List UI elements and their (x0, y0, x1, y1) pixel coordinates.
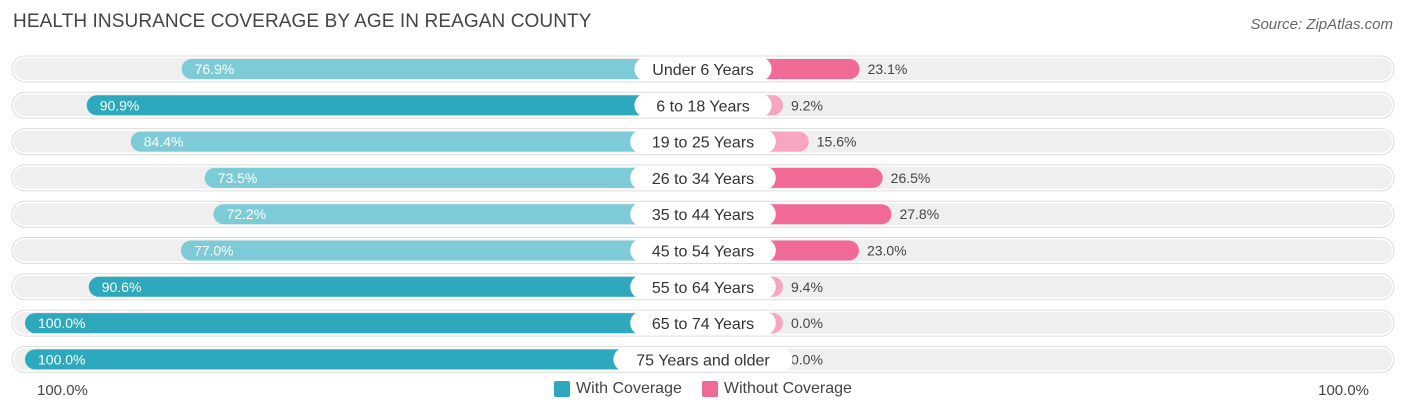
category-pill (630, 311, 776, 336)
label-with-coverage: 72.2% (226, 206, 266, 222)
label-with-coverage: 73.5% (218, 170, 258, 186)
bar-with-coverage (88, 276, 704, 297)
label-without-coverage: 0.0% (791, 351, 823, 367)
label-with-coverage: 90.6% (102, 279, 142, 295)
label-with-coverage: 84.4% (144, 134, 184, 150)
legend-swatch-without (701, 381, 718, 397)
category-pill (613, 347, 793, 372)
label-without-coverage: 23.0% (867, 243, 907, 259)
category-label: 45 to 54 Years (652, 244, 754, 261)
category-pill (630, 238, 776, 263)
label-with-coverage: 76.9% (195, 61, 235, 77)
category-pill (630, 165, 776, 190)
label-without-coverage: 26.5% (891, 170, 931, 186)
category-pill (630, 274, 776, 299)
category-label: Under 6 Years (652, 62, 753, 79)
bar-with-coverage (213, 204, 703, 225)
legend-label-with: With Coverage (576, 380, 682, 397)
label-without-coverage: 15.6% (817, 134, 857, 150)
category-pill (634, 57, 772, 81)
label-with-coverage: 100.0% (38, 351, 85, 367)
bar-with-coverage (86, 95, 703, 116)
axis-right-label: 100.0% (1318, 382, 1369, 399)
label-with-coverage: 100.0% (38, 315, 85, 331)
bar-with-coverage (204, 167, 704, 188)
label-without-coverage: 23.1% (868, 61, 908, 77)
category-label: 65 to 74 Years (652, 316, 754, 333)
category-pill (630, 129, 776, 154)
label-with-coverage: 77.0% (194, 243, 234, 259)
legend-swatch-with (554, 381, 571, 397)
legend-label-without: Without Coverage (723, 380, 852, 397)
legend-item-with: With Coverage (554, 380, 682, 398)
label-without-coverage: 27.8% (899, 206, 939, 222)
category-label: 26 to 34 Years (652, 171, 754, 188)
label-without-coverage: 0.0% (791, 315, 823, 331)
legend-item-without: Without Coverage (701, 380, 852, 398)
coverage-chart: 76.9% 23.1% Under 6 Years 90.9% 9.2% 6 to 18 … (11, 55, 1395, 373)
chart-title: HEALTH INSURANCE COVERAGE BY AGE IN REAG… (13, 11, 592, 32)
bar-with-coverage (130, 131, 703, 152)
category-label: 6 to 18 Years (656, 98, 749, 115)
bar-with-coverage (25, 313, 703, 334)
source-label: Source: ZipAtlas.com (1250, 16, 1393, 33)
category-label: 19 to 25 Years (652, 135, 754, 152)
bar-with-coverage (180, 240, 703, 261)
bar-with-coverage (181, 59, 704, 79)
bar-with-coverage (25, 349, 703, 370)
legend: With Coverage Without Coverage (0, 380, 1406, 398)
category-label: 35 to 44 Years (652, 207, 754, 224)
label-without-coverage: 9.4% (791, 279, 823, 295)
category-label: 55 to 64 Years (652, 280, 754, 297)
label-without-coverage: 9.2% (791, 97, 823, 113)
label-with-coverage: 90.9% (100, 97, 140, 113)
axis-left-label: 100.0% (37, 382, 88, 399)
category-pill (630, 202, 776, 227)
category-pill (634, 93, 772, 118)
category-label: 75 Years and older (636, 352, 770, 369)
